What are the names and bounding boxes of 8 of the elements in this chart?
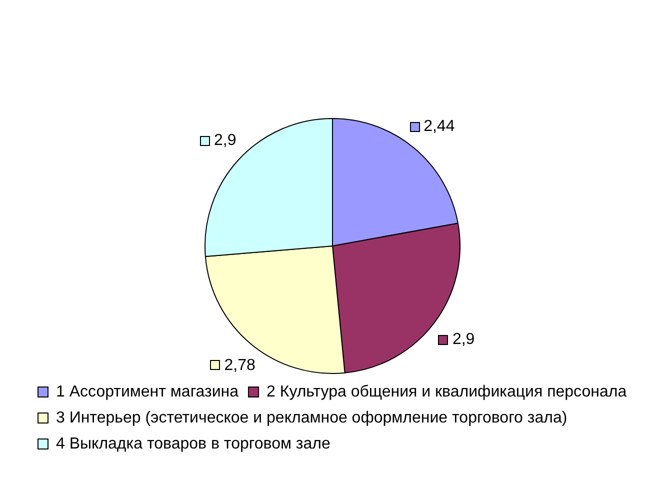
data-label: 2,78 bbox=[224, 356, 256, 374]
data-label: 2,9 bbox=[452, 331, 475, 348]
legend-label: 1 Ассортимент магазина bbox=[56, 383, 239, 400]
data-label: 2,44 bbox=[424, 118, 455, 136]
legend-label: 4 Выкладка товаров в торговом зале bbox=[56, 435, 330, 452]
data-label: 2,9 bbox=[214, 132, 236, 150]
legend-label: 2 Культура общения и квалификация персонала bbox=[266, 383, 627, 400]
legend-label: 3 Интерьер (эстетическое и рекламное оформление торгового зала) bbox=[56, 409, 568, 426]
